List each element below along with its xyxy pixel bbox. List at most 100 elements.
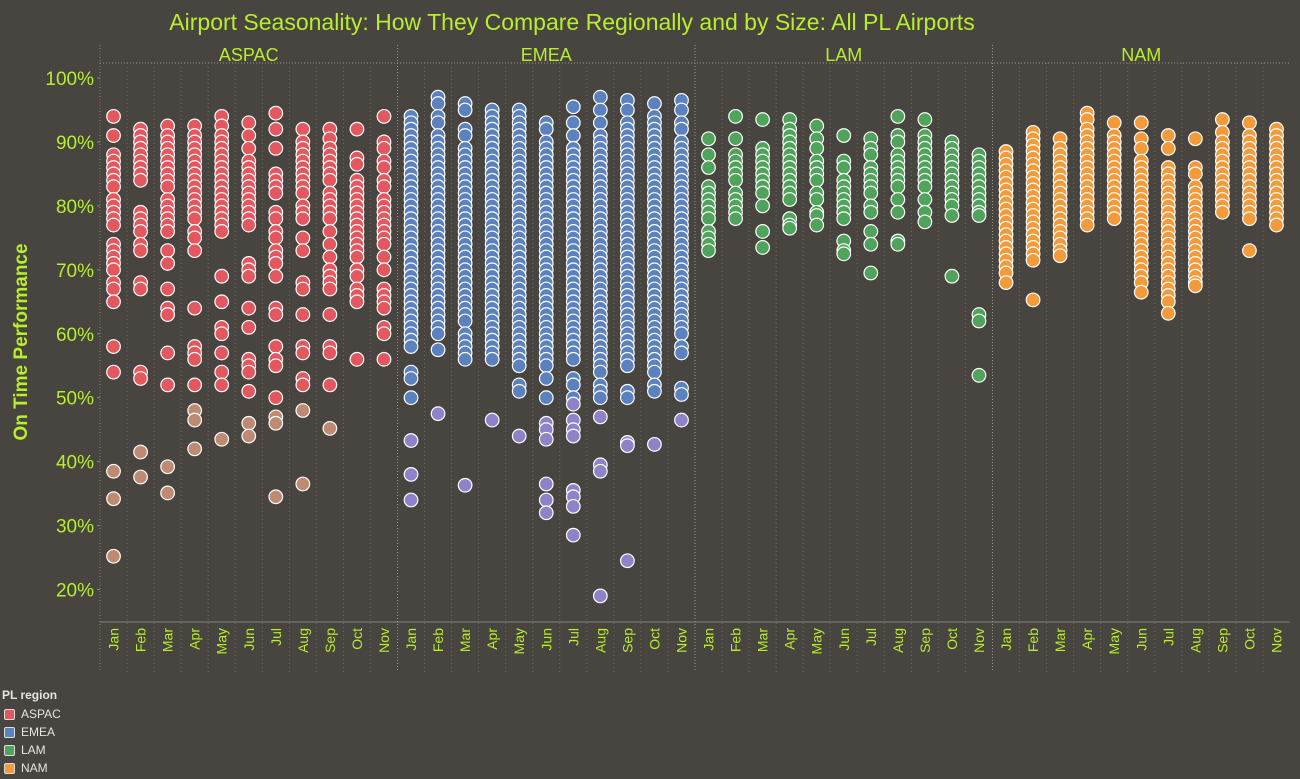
y-tick-label: 80% (56, 197, 94, 218)
month-label: Jun (1133, 628, 1149, 651)
data-point-emea (430, 115, 446, 131)
data-point-nam (1214, 112, 1230, 127)
data-point-emea (403, 492, 419, 508)
data-point-aspac (160, 281, 176, 297)
data-point-lam (944, 268, 960, 284)
data-point-aspac (214, 224, 230, 239)
data-point-aspac (241, 115, 257, 131)
legend-item-aspac[interactable]: ASPAC (2, 705, 61, 723)
data-point-aspac (295, 403, 311, 418)
data-point-emea (403, 467, 419, 482)
data-point-lam (755, 198, 771, 214)
data-point-lam (917, 112, 933, 127)
data-point-aspac (322, 236, 338, 252)
data-point-aspac (106, 262, 121, 278)
data-points (106, 89, 1284, 604)
data-point-lam (728, 211, 743, 227)
month-label: Aug (592, 628, 608, 653)
data-point-lam (836, 160, 852, 175)
data-point-aspac (268, 256, 284, 271)
data-point-lam (971, 208, 987, 223)
data-point-emea (430, 326, 446, 342)
data-point-aspac (133, 444, 148, 460)
legend-item-emea[interactable]: EMEA (2, 723, 61, 741)
data-point-lam (863, 224, 879, 239)
month-label: Oct (1241, 628, 1257, 650)
data-point-lam (917, 192, 933, 207)
data-point-emea (511, 428, 527, 444)
data-point-emea (565, 428, 581, 444)
data-point-emea (565, 527, 581, 543)
month-label: May (511, 628, 527, 654)
month-label: Feb (133, 628, 149, 652)
data-point-emea (674, 121, 689, 137)
data-point-emea (430, 96, 446, 111)
data-point-emea (674, 345, 689, 361)
month-label: Feb (1025, 628, 1041, 652)
data-point-nam (1187, 278, 1203, 294)
data-point-emea (538, 390, 554, 406)
data-point-aspac (160, 243, 176, 259)
month-label: Jul (863, 628, 879, 646)
data-point-aspac (241, 217, 257, 233)
legend-swatch-emea (4, 726, 15, 738)
data-point-aspac (214, 345, 230, 361)
data-point-aspac (295, 121, 311, 137)
month-label: Nov (673, 628, 689, 653)
panel-header-aspac: ASPAC (219, 45, 279, 65)
data-point-lam (809, 217, 825, 233)
data-point-aspac (214, 431, 230, 447)
legend-swatch-aspac (4, 708, 15, 720)
data-point-aspac (295, 185, 311, 201)
legend-item-nam[interactable]: NAM (2, 759, 61, 777)
data-point-aspac (322, 420, 338, 436)
month-label: Feb (728, 628, 744, 652)
data-point-aspac (295, 243, 311, 259)
data-point-emea (619, 358, 635, 374)
data-point-emea (565, 498, 581, 514)
data-point-aspac (322, 377, 338, 393)
data-point-emea (538, 358, 554, 374)
data-point-aspac (349, 121, 365, 137)
data-point-lam (863, 265, 879, 281)
data-point-emea (403, 433, 419, 448)
data-point-aspac (349, 351, 365, 367)
legend-item-lam[interactable]: LAM (2, 741, 61, 759)
data-point-emea (592, 390, 608, 406)
data-point-emea (592, 588, 608, 604)
data-point-aspac (268, 105, 284, 121)
grid-lines (99, 45, 1290, 672)
y-tick-label: 90% (56, 133, 94, 154)
data-point-aspac (241, 415, 257, 431)
data-point-lam (917, 214, 933, 230)
data-point-emea (457, 351, 473, 367)
month-label: Jan (106, 628, 122, 651)
data-point-emea (484, 412, 500, 428)
data-point-emea (674, 387, 689, 402)
data-point-emea (565, 377, 581, 393)
data-point-aspac (133, 172, 148, 188)
month-label: Jan (403, 628, 419, 651)
data-point-nam (1160, 140, 1176, 156)
data-point-aspac (106, 548, 121, 564)
data-point-aspac (214, 294, 230, 310)
data-point-lam (890, 204, 906, 220)
data-point-nam (1079, 217, 1095, 233)
data-point-aspac (241, 428, 257, 444)
month-label: Jan (701, 628, 717, 651)
data-point-emea (647, 364, 662, 380)
legend-label-nam: NAM (21, 761, 48, 775)
data-point-emea (511, 383, 527, 399)
month-label: Oct (944, 628, 960, 650)
data-point-emea (511, 358, 527, 374)
data-point-aspac (133, 243, 148, 259)
month-label: Nov (971, 628, 987, 653)
data-point-aspac (268, 339, 284, 354)
data-point-aspac (349, 249, 365, 265)
data-point-aspac (106, 463, 121, 479)
month-label: Aug (295, 628, 311, 653)
data-point-aspac (376, 351, 392, 367)
month-label: Feb (430, 628, 446, 652)
data-point-lam (836, 211, 852, 227)
data-point-lam (836, 246, 852, 262)
